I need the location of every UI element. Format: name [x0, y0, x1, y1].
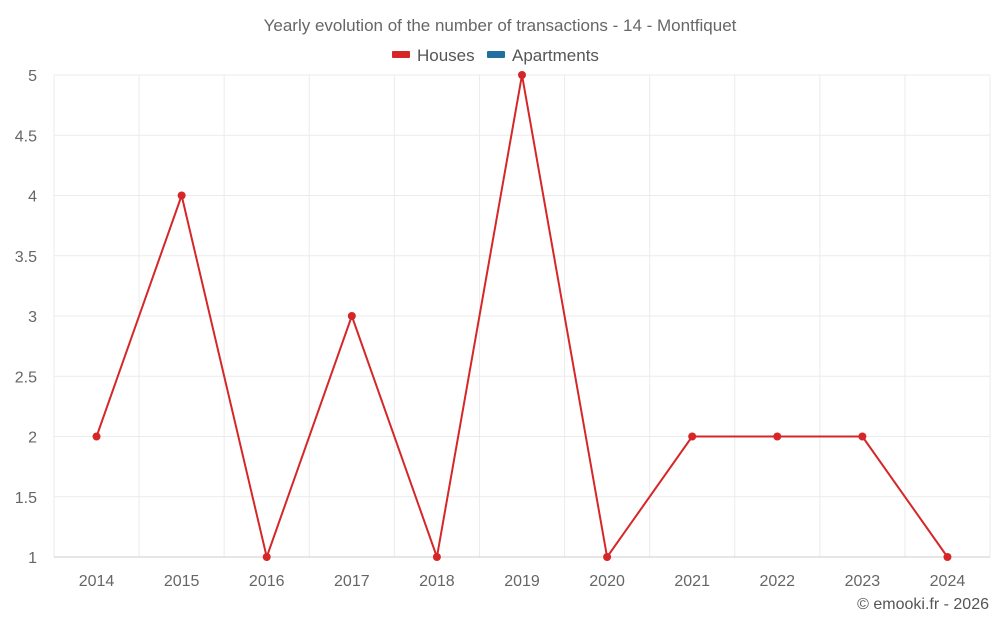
x-tick-label: 2023	[845, 573, 881, 590]
legend-swatch-houses	[392, 51, 410, 58]
x-tick-label: 2017	[334, 573, 370, 590]
x-tick-label: 2019	[504, 573, 540, 590]
data-point-houses[interactable]	[347, 312, 356, 320]
x-tick-label: 2014	[79, 573, 115, 590]
y-tick-label: 2.5	[15, 369, 37, 386]
y-tick-label: 3	[28, 309, 37, 326]
y-tick-label: 1	[28, 550, 37, 567]
grid-lines	[53, 74, 991, 558]
x-tick-label: 2024	[930, 573, 966, 590]
x-tick-label: 2022	[759, 573, 795, 590]
x-tick-label: 2018	[419, 573, 455, 590]
series-houses	[92, 71, 952, 561]
x-tick-label: 2020	[589, 573, 625, 590]
legend-item-apartments[interactable]: Apartments	[487, 46, 599, 65]
data-point-houses[interactable]	[432, 553, 441, 561]
data-point-houses[interactable]	[603, 553, 612, 561]
legend-swatch-apartments	[487, 51, 505, 58]
data-point-houses[interactable]	[177, 191, 186, 200]
y-tick-label: 5	[28, 68, 37, 85]
data-point-houses[interactable]	[518, 71, 526, 79]
x-tick-label: 2015	[164, 573, 200, 590]
y-tick-label: 2	[28, 430, 37, 447]
legend-item-houses[interactable]: Houses	[392, 46, 475, 65]
x-tick-label: 2016	[249, 573, 285, 590]
data-point-houses[interactable]	[688, 432, 697, 441]
legend: Houses Apartments	[392, 46, 599, 65]
data-point-houses[interactable]	[943, 553, 952, 561]
chart-title: Yearly evolution of the number of transa…	[264, 16, 737, 35]
credit-text: © emooki.fr - 2026	[857, 596, 989, 613]
y-axis: 1 1.5 2 2.5 3 3.5 4 4.5 5	[15, 68, 37, 567]
x-axis: 2014 2015 2016 2017 2018 2019 2020 2021 2022 2023…	[54, 556, 990, 590]
data-point-houses[interactable]	[858, 432, 867, 441]
data-point-houses[interactable]	[773, 432, 782, 441]
y-tick-label: 3.5	[15, 249, 37, 266]
legend-label-apartments: Apartments	[512, 46, 599, 65]
x-tick-label: 2021	[674, 573, 710, 590]
y-tick-label: 4	[28, 189, 37, 206]
y-tick-label: 4.5	[15, 128, 37, 145]
data-point-houses[interactable]	[262, 553, 271, 561]
data-point-houses[interactable]	[92, 432, 101, 441]
legend-label-houses: Houses	[417, 46, 475, 65]
y-tick-label: 1.5	[15, 490, 37, 507]
